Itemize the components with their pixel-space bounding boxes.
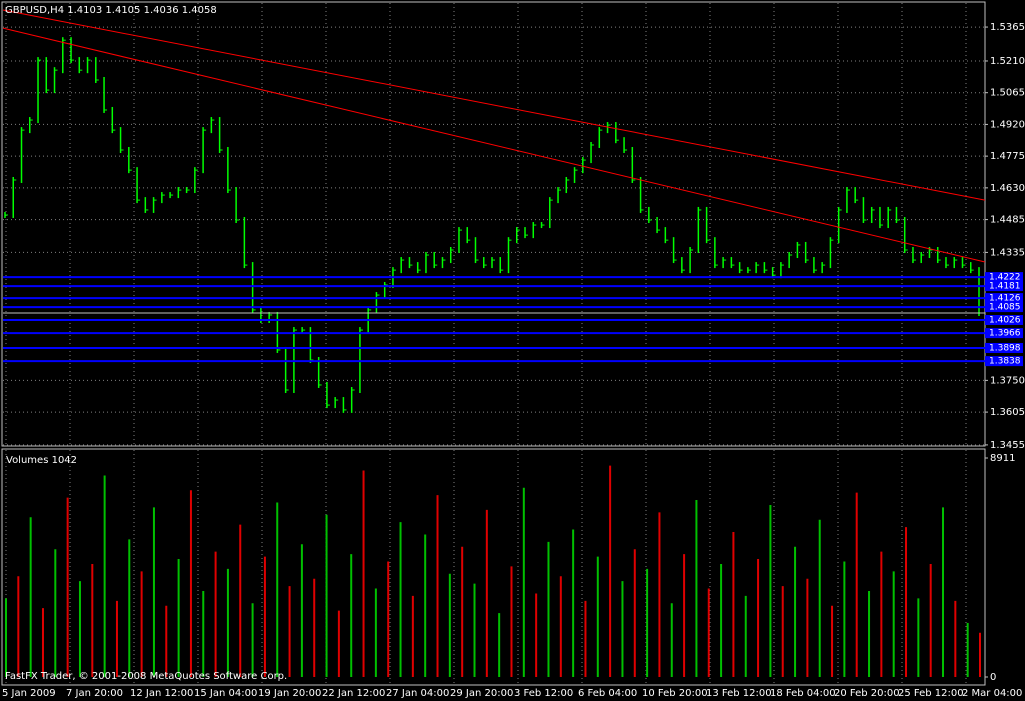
x-tick-label: 22 Jan 12:00 [322, 688, 385, 699]
level-label-box [985, 293, 1023, 304]
x-tick-label: 2 Mar 04:00 [962, 688, 1022, 699]
x-tick-label: 10 Feb 20:00 [642, 688, 708, 699]
x-tick-label: 3 Feb 12:00 [514, 688, 573, 699]
x-tick-label: 25 Feb 12:00 [898, 688, 964, 699]
y-tick-label: 1.3455 [990, 440, 1025, 451]
level-label: 1.3966 [989, 329, 1021, 339]
x-tick-label: 19 Jan 20:00 [258, 688, 321, 699]
x-tick-label: 12 Jan 12:00 [130, 688, 193, 699]
y-tick-label: 1.4630 [990, 183, 1025, 194]
level-label: 1.4085 [989, 303, 1021, 313]
y-tick-label: 1.5065 [990, 88, 1025, 99]
level-label-box [985, 356, 1023, 367]
x-tick-label: 20 Feb 20:00 [834, 688, 900, 699]
y-tick-label: 1.4485 [990, 215, 1025, 226]
x-tick-label: 18 Feb 04:00 [770, 688, 836, 699]
level-label-box [985, 342, 1023, 353]
y-tick-label: 1.4335 [990, 247, 1025, 258]
trendline [2, 9, 986, 201]
volume-pane [1, 448, 986, 686]
volume-title: Volumes 1042 [6, 455, 77, 466]
x-tick-label: 7 Jan 20:00 [66, 688, 123, 699]
symbol-header: GBPUSD,H4 1.4103 1.4105 1.4036 1.4058 [5, 5, 217, 16]
level-label: 1.3838 [989, 357, 1021, 367]
price-pane [1, 1, 986, 447]
level-label: 1.4126 [989, 294, 1021, 304]
y-tick-label: 0 [990, 672, 996, 683]
y-tick-label: 8911 [990, 453, 1015, 464]
level-label-box [985, 302, 1023, 313]
x-tick-label: 15 Jan 04:00 [194, 688, 257, 699]
level-label: 1.3898 [989, 343, 1021, 353]
y-tick-label: 1.5365 [990, 22, 1025, 33]
trendline [2, 27, 986, 263]
x-tick-label: 6 Feb 04:00 [578, 688, 637, 699]
y-tick-label: 1.4775 [990, 151, 1025, 162]
level-label-box [985, 281, 1023, 292]
x-tick-label: 27 Jan 04:00 [386, 688, 449, 699]
level-label-box [985, 272, 1023, 283]
level-label-box [985, 328, 1023, 339]
level-label: 1.4222 [989, 273, 1021, 283]
y-tick-label: 1.3750 [990, 375, 1025, 386]
x-tick-label: 5 Jan 2009 [2, 688, 56, 699]
level-label-box [985, 314, 1023, 325]
copyright: FastFX Trader, © 2001-2008 MetaQuotes So… [5, 671, 287, 682]
level-label: 1.4181 [989, 282, 1021, 292]
y-tick-label: 1.5210 [990, 56, 1025, 67]
x-tick-label: 29 Jan 20:00 [450, 688, 513, 699]
x-tick-label: 13 Feb 12:00 [706, 688, 772, 699]
y-tick-label: 1.4920 [990, 119, 1025, 130]
y-tick-label: 1.3605 [990, 407, 1025, 418]
level-label: 1.4026 [989, 315, 1021, 325]
